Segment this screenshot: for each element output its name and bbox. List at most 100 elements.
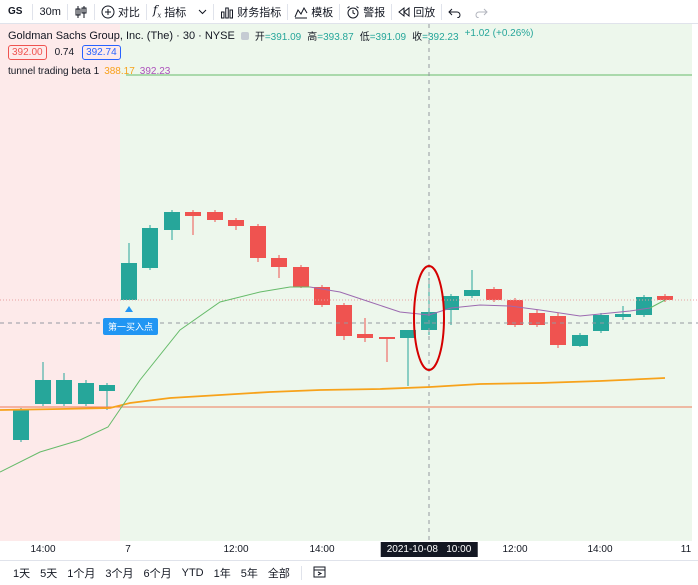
redo-icon	[475, 8, 488, 18]
compare-button[interactable]: 对比	[95, 0, 146, 24]
fx-icon: fx	[152, 3, 162, 20]
candle-body	[657, 296, 673, 300]
range-6m[interactable]: 6个月	[143, 568, 172, 580]
divider	[441, 3, 443, 20]
bar-chart-icon	[221, 7, 234, 18]
candle-body	[13, 410, 29, 440]
calendar-jump-icon	[313, 566, 326, 578]
rewind-icon	[398, 6, 410, 17]
candle-body	[228, 220, 244, 226]
candle-body	[121, 263, 137, 300]
candle-body	[336, 305, 352, 336]
low-value: =391.09	[369, 32, 407, 43]
indicators-dropdown[interactable]	[192, 0, 213, 24]
indicator-name[interactable]: tunnel trading beta 1	[8, 66, 100, 77]
time-label: 12:00	[223, 544, 249, 555]
templates-icon	[294, 6, 308, 18]
high-value: =393.87	[317, 32, 354, 43]
bg-zone-left	[0, 24, 120, 541]
divider	[300, 566, 302, 580]
range-all[interactable]: 全部	[267, 568, 290, 580]
candle-body	[185, 212, 201, 216]
candle-body	[486, 289, 502, 300]
range-5y[interactable]: 5年	[240, 568, 258, 580]
time-label: 12:00	[502, 544, 528, 555]
candle-body	[99, 385, 115, 391]
plus-circle-icon	[101, 5, 115, 18]
divider	[32, 3, 34, 20]
financials-button[interactable]: 财务指标	[214, 0, 287, 24]
chart-legend: Goldman Sachs Group, Inc. (The) · 30 · N…	[8, 28, 534, 43]
open-label: 开	[254, 32, 265, 43]
divider	[93, 3, 95, 20]
candles-icon	[75, 5, 87, 18]
open-value: =391.09	[264, 32, 302, 43]
divider	[287, 3, 289, 20]
time-label: 14:00	[587, 544, 613, 555]
templates-label: 模板	[311, 6, 334, 19]
time-axis[interactable]: 14:00 7 12:00 14:00 12:00 14:00 11 2021-…	[0, 541, 698, 559]
highlight-ellipse	[413, 265, 445, 371]
series-title[interactable]: Goldman Sachs Group, Inc. (The) · 30 · N…	[8, 29, 235, 42]
range-ytd[interactable]: YTD	[181, 567, 204, 579]
time-label: 14:00	[30, 544, 56, 555]
close-label: 收	[412, 32, 423, 43]
indicator-legend: tunnel trading beta 1 388.17 392.23	[8, 66, 170, 77]
range-1m[interactable]: 1个月	[67, 568, 96, 580]
range-3m[interactable]: 3个月	[105, 568, 134, 580]
bg-zone-right	[120, 24, 692, 541]
divider	[391, 3, 393, 20]
indicators-button[interactable]: fx 指标	[147, 0, 192, 24]
templates-button[interactable]: 模板	[288, 0, 339, 24]
candle-body	[379, 337, 395, 339]
bid-ask-boxes: 392.00 0.74 392.74	[8, 45, 121, 60]
replay-button[interactable]: 回放	[392, 0, 441, 24]
ask-price[interactable]: 392.74	[82, 45, 121, 60]
financials-label: 财务指标	[237, 6, 282, 19]
bid-price[interactable]: 392.00	[8, 45, 47, 60]
close-value: =392.23	[422, 32, 459, 43]
divider	[213, 3, 215, 20]
indicator-green-line	[0, 286, 310, 473]
crosshair-time: 10:00	[446, 544, 472, 555]
chevron-down-icon	[198, 9, 207, 15]
candle-body	[293, 267, 309, 287]
low-label: 低	[359, 32, 370, 43]
candle-body	[529, 313, 545, 325]
buy-point-label[interactable]: 第一买入点	[103, 318, 159, 335]
spread-value: 0.74	[54, 47, 75, 58]
time-label: 7	[125, 544, 131, 555]
indicator-lines	[0, 24, 698, 541]
candle-body	[507, 300, 523, 325]
indicator-value-1: 388.17	[104, 66, 135, 77]
candle-body	[636, 297, 652, 315]
alert-button[interactable]: 警报	[340, 0, 391, 24]
undo-button[interactable]	[442, 0, 468, 24]
indicator-green-tail	[649, 299, 666, 309]
candle-body	[572, 335, 588, 346]
crosshair-date: 2021-10-08	[386, 544, 438, 555]
change-value: +1.02 (+0.26%)	[464, 28, 534, 39]
indicator-purple-line	[309, 286, 651, 317]
series-status-icon	[240, 31, 249, 40]
chart-type-button[interactable]	[68, 0, 94, 24]
candle-body	[550, 316, 566, 345]
range-1d[interactable]: 1天	[13, 568, 31, 580]
undo-icon	[448, 8, 461, 18]
range-5d[interactable]: 5天	[40, 568, 58, 580]
divider	[339, 3, 341, 20]
candle-body	[271, 258, 287, 267]
compare-label: 对比	[117, 6, 140, 19]
redo-button[interactable]	[468, 0, 494, 24]
top-toolbar: GS 30m 对比 fx 指标 财务指标 模板 警报 回放	[0, 0, 698, 24]
symbol-search[interactable]: GS	[8, 6, 23, 17]
candle-body	[357, 334, 373, 338]
time-label: 14:00	[309, 544, 335, 555]
go-to-date-button[interactable]	[308, 565, 331, 581]
crosshair-time-label: 2021-10-08 10:00	[380, 542, 478, 557]
candle-body	[56, 380, 72, 404]
divider	[145, 3, 147, 20]
interval-button[interactable]: 30m	[39, 5, 61, 18]
range-1y[interactable]: 1年	[213, 568, 231, 580]
